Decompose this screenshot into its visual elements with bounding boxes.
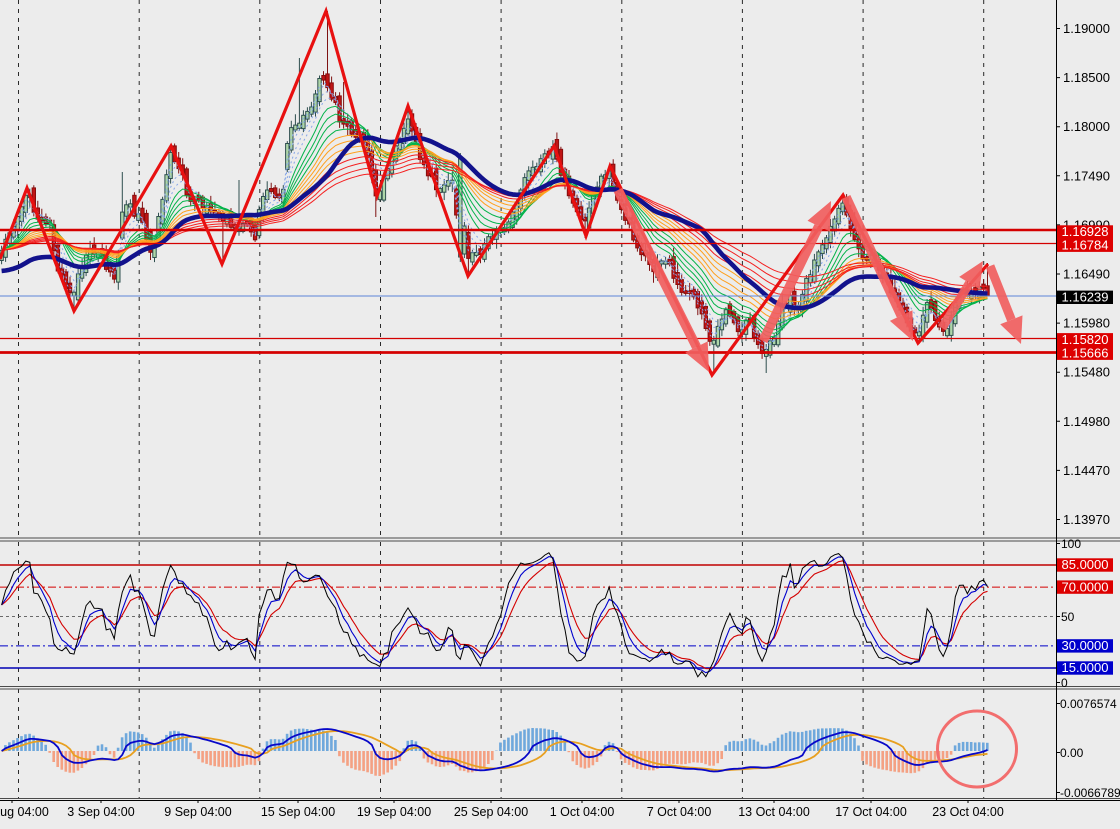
svg-text:1.16490: 1.16490 bbox=[1063, 267, 1110, 282]
svg-text:28 Aug 04:00: 28 Aug 04:00 bbox=[0, 805, 49, 819]
svg-text:25 Sep 04:00: 25 Sep 04:00 bbox=[454, 805, 528, 819]
svg-text:1.18000: 1.18000 bbox=[1063, 119, 1110, 134]
svg-text:7 Oct 04:00: 7 Oct 04:00 bbox=[647, 805, 712, 819]
svg-text:1.18500: 1.18500 bbox=[1063, 70, 1110, 85]
svg-text:3 Sep 04:00: 3 Sep 04:00 bbox=[67, 805, 134, 819]
svg-text:15.0000: 15.0000 bbox=[1062, 660, 1109, 675]
svg-text:1.17490: 1.17490 bbox=[1063, 168, 1110, 183]
svg-text:1.19000: 1.19000 bbox=[1063, 21, 1110, 36]
svg-text:15 Sep 04:00: 15 Sep 04:00 bbox=[261, 805, 335, 819]
svg-text:17 Oct 04:00: 17 Oct 04:00 bbox=[835, 805, 907, 819]
svg-text:70.0000: 70.0000 bbox=[1062, 579, 1109, 594]
svg-text:1.14980: 1.14980 bbox=[1063, 414, 1110, 429]
svg-text:1 Oct 04:00: 1 Oct 04:00 bbox=[550, 805, 615, 819]
svg-text:23 Oct 04:00: 23 Oct 04:00 bbox=[932, 805, 1004, 819]
svg-text:13 Oct 04:00: 13 Oct 04:00 bbox=[738, 805, 810, 819]
svg-text:1.13970: 1.13970 bbox=[1063, 512, 1110, 527]
svg-text:1.15480: 1.15480 bbox=[1063, 365, 1110, 380]
svg-text:30.0000: 30.0000 bbox=[1062, 638, 1109, 653]
svg-text:85.0000: 85.0000 bbox=[1062, 557, 1109, 572]
svg-text:1.16784: 1.16784 bbox=[1062, 237, 1109, 252]
svg-text:1.15980: 1.15980 bbox=[1063, 316, 1110, 331]
svg-text:50: 50 bbox=[1061, 610, 1075, 624]
svg-text:19 Sep 04:00: 19 Sep 04:00 bbox=[357, 805, 431, 819]
svg-text:9 Sep 04:00: 9 Sep 04:00 bbox=[164, 805, 231, 819]
svg-text:1.14470: 1.14470 bbox=[1063, 463, 1110, 478]
svg-text:1.15666: 1.15666 bbox=[1062, 345, 1109, 360]
svg-text:0.00: 0.00 bbox=[1060, 746, 1084, 760]
svg-text:100: 100 bbox=[1061, 537, 1081, 551]
svg-text:0: 0 bbox=[1061, 676, 1068, 690]
svg-text:0.0076574: 0.0076574 bbox=[1060, 697, 1117, 711]
svg-text:1.16239: 1.16239 bbox=[1062, 290, 1109, 305]
svg-text:-0.0066789: -0.0066789 bbox=[1060, 786, 1120, 800]
